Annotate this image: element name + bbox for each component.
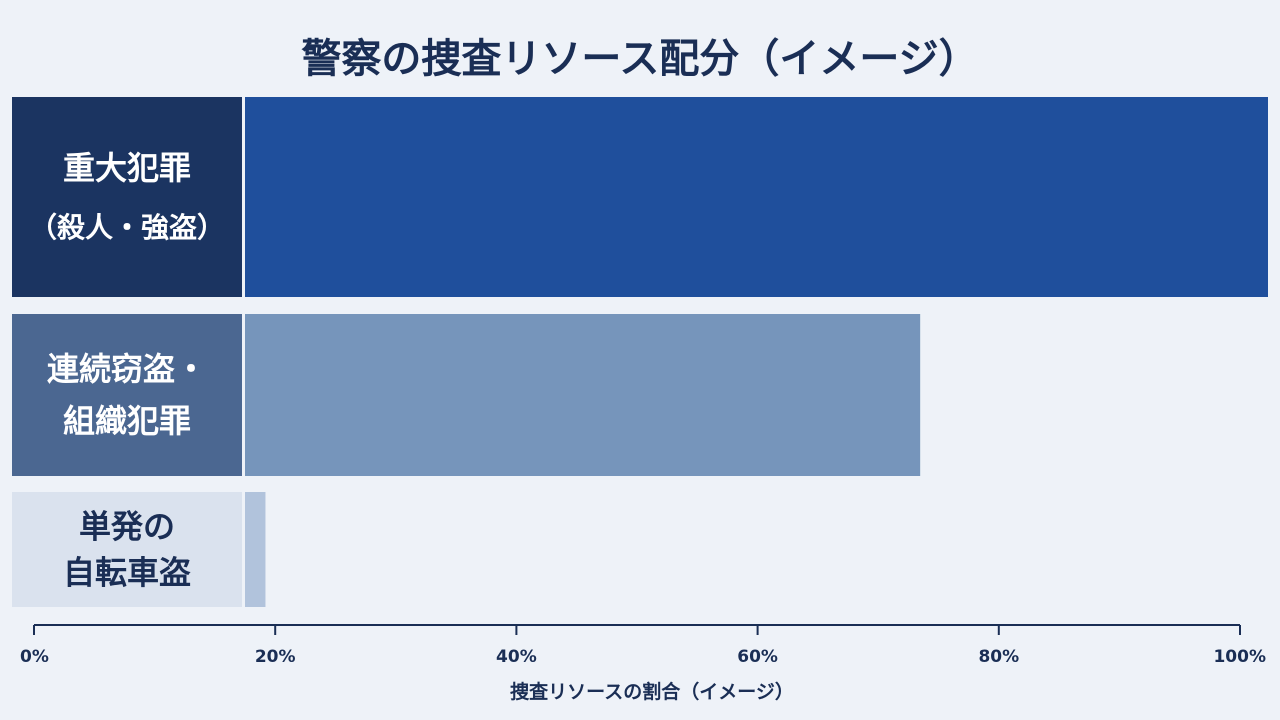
x-axis: 0% 20% 40% 60% 80% 100% <box>20 624 1266 667</box>
category-label-box <box>12 314 242 476</box>
x-tick-label: 80% <box>978 647 1019 667</box>
category-label: 組織犯罪 <box>63 402 191 440</box>
x-tick-label: 0% <box>20 647 49 667</box>
chart-title: 警察の捜査リソース配分（イメージ） <box>301 36 978 82</box>
category-label: 重大犯罪 <box>63 149 191 187</box>
category-label: 連続窃盗・ <box>47 350 207 388</box>
x-axis-title: 捜査リソースの割合（イメージ） <box>510 680 794 703</box>
bar <box>245 97 1268 297</box>
x-tick-label: 40% <box>496 647 537 667</box>
x-tick-label: 100% <box>1213 647 1266 667</box>
x-tick-label: 60% <box>737 647 778 667</box>
bar <box>245 314 921 476</box>
category-label-box <box>12 97 242 297</box>
category-label: 自転車盗 <box>63 554 191 592</box>
bar <box>245 492 266 607</box>
category-label: 単発の <box>79 508 175 546</box>
x-tick-label: 20% <box>255 647 296 667</box>
category-label-box <box>12 492 242 607</box>
category-label: （殺人・強盗） <box>29 211 225 244</box>
